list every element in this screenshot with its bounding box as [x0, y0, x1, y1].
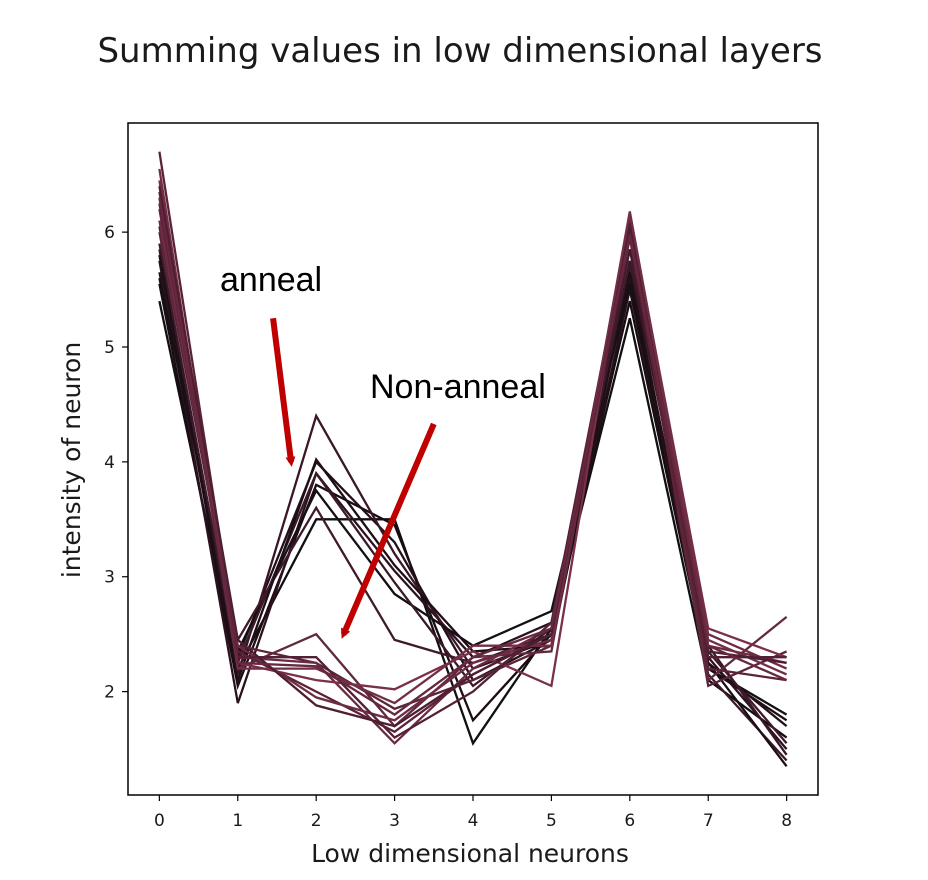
x-tick-label: 0	[154, 811, 165, 831]
x-tick-label: 1	[232, 811, 243, 831]
x-tick-label: 6	[624, 811, 635, 831]
chart-title: Summing values in low dimensional layers	[97, 31, 822, 71]
series-line-non-anneal-16	[158, 168, 788, 705]
x-tick-label: 2	[311, 811, 322, 831]
annotation-arrow-non-anneal	[340, 422, 437, 639]
y-tick-label: 5	[104, 338, 115, 358]
y-axis-label: intensity of neuron	[57, 342, 86, 578]
series-layer	[158, 151, 788, 767]
series-line-anneal-1	[158, 283, 788, 723]
y-tick-label: 4	[104, 453, 115, 473]
y-axis-ticks: 2 3 4 5 6	[104, 223, 128, 703]
x-tick-label: 4	[468, 811, 479, 831]
x-tick-label: 5	[546, 811, 557, 831]
annotation-non-anneal: Non-anneal	[370, 368, 546, 406]
plot-area	[127, 122, 819, 796]
y-tick-label: 6	[104, 223, 115, 243]
y-tick-label: 2	[104, 683, 115, 703]
x-axis-ticks: 0 1 2 3 4 5 6 7 8	[154, 795, 792, 831]
series-line-non-anneal-18	[158, 197, 788, 716]
x-tick-label: 8	[781, 811, 792, 831]
annotation-layer: anneal Non-anneal	[220, 261, 546, 639]
x-tick-label: 7	[703, 811, 714, 831]
x-axis-label: Low dimensional neurons	[311, 839, 629, 868]
annotation-arrow-anneal	[270, 317, 296, 467]
y-tick-label: 3	[104, 568, 115, 588]
x-tick-label: 3	[389, 811, 400, 831]
annotation-anneal: anneal	[220, 261, 322, 299]
